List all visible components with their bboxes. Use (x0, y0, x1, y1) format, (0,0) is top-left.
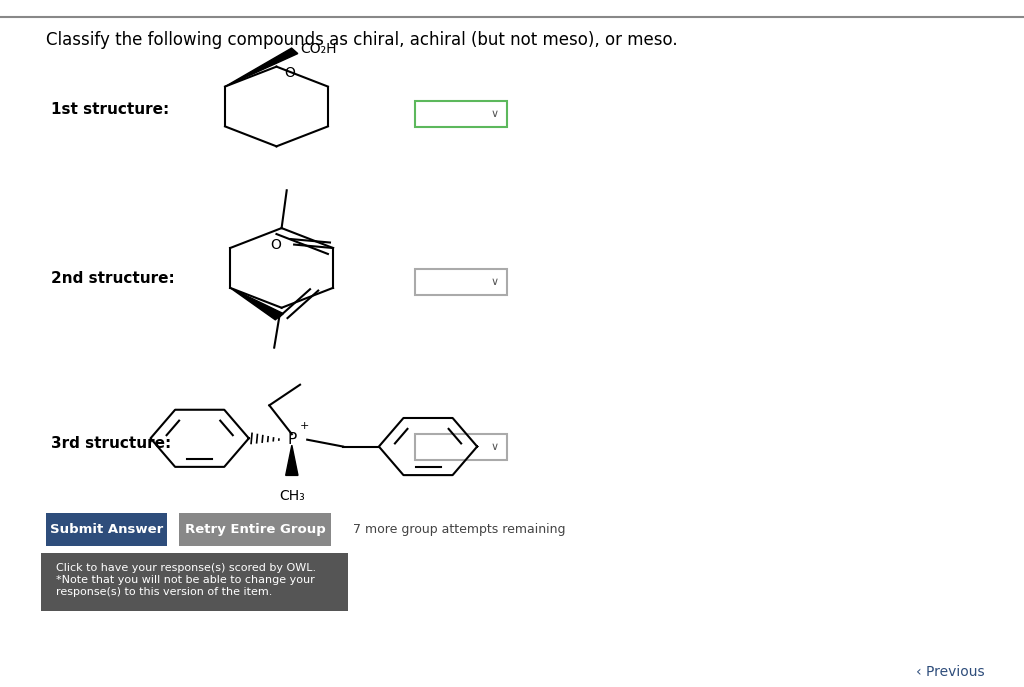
Text: Click to have your response(s) scored by OWL.
*Note that you will not be able to: Click to have your response(s) scored by… (56, 563, 316, 596)
FancyBboxPatch shape (415, 269, 507, 295)
FancyBboxPatch shape (415, 101, 507, 127)
FancyBboxPatch shape (46, 513, 167, 546)
Text: P: P (287, 432, 297, 447)
Text: 7 more group attempts remaining: 7 more group attempts remaining (353, 523, 566, 536)
Text: 1st structure:: 1st structure: (51, 102, 169, 117)
FancyBboxPatch shape (415, 434, 507, 460)
Text: ∨: ∨ (490, 109, 499, 119)
Text: 2nd structure:: 2nd structure: (51, 271, 175, 286)
Text: 3rd structure:: 3rd structure: (51, 436, 171, 451)
Text: O: O (285, 66, 295, 80)
Polygon shape (230, 288, 284, 320)
Text: Retry Entire Group: Retry Entire Group (184, 523, 326, 536)
Text: +: + (299, 421, 309, 431)
Text: Classify the following compounds as chiral, achiral (but not meso), or meso.: Classify the following compounds as chir… (46, 31, 678, 49)
Text: CO₂H: CO₂H (300, 42, 336, 56)
Text: ∨: ∨ (490, 442, 499, 452)
Polygon shape (286, 445, 298, 475)
Text: CH₃: CH₃ (279, 489, 305, 503)
Text: Submit Answer: Submit Answer (50, 523, 163, 536)
Text: O: O (270, 238, 282, 251)
Text: ∨: ∨ (490, 278, 499, 287)
Text: ‹ Previous: ‹ Previous (916, 665, 985, 679)
FancyBboxPatch shape (179, 513, 331, 546)
Polygon shape (225, 48, 298, 87)
FancyBboxPatch shape (41, 553, 348, 611)
